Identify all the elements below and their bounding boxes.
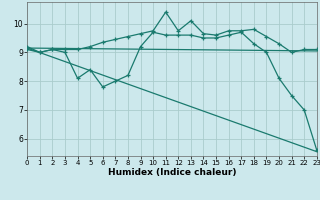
X-axis label: Humidex (Indice chaleur): Humidex (Indice chaleur) — [108, 168, 236, 177]
